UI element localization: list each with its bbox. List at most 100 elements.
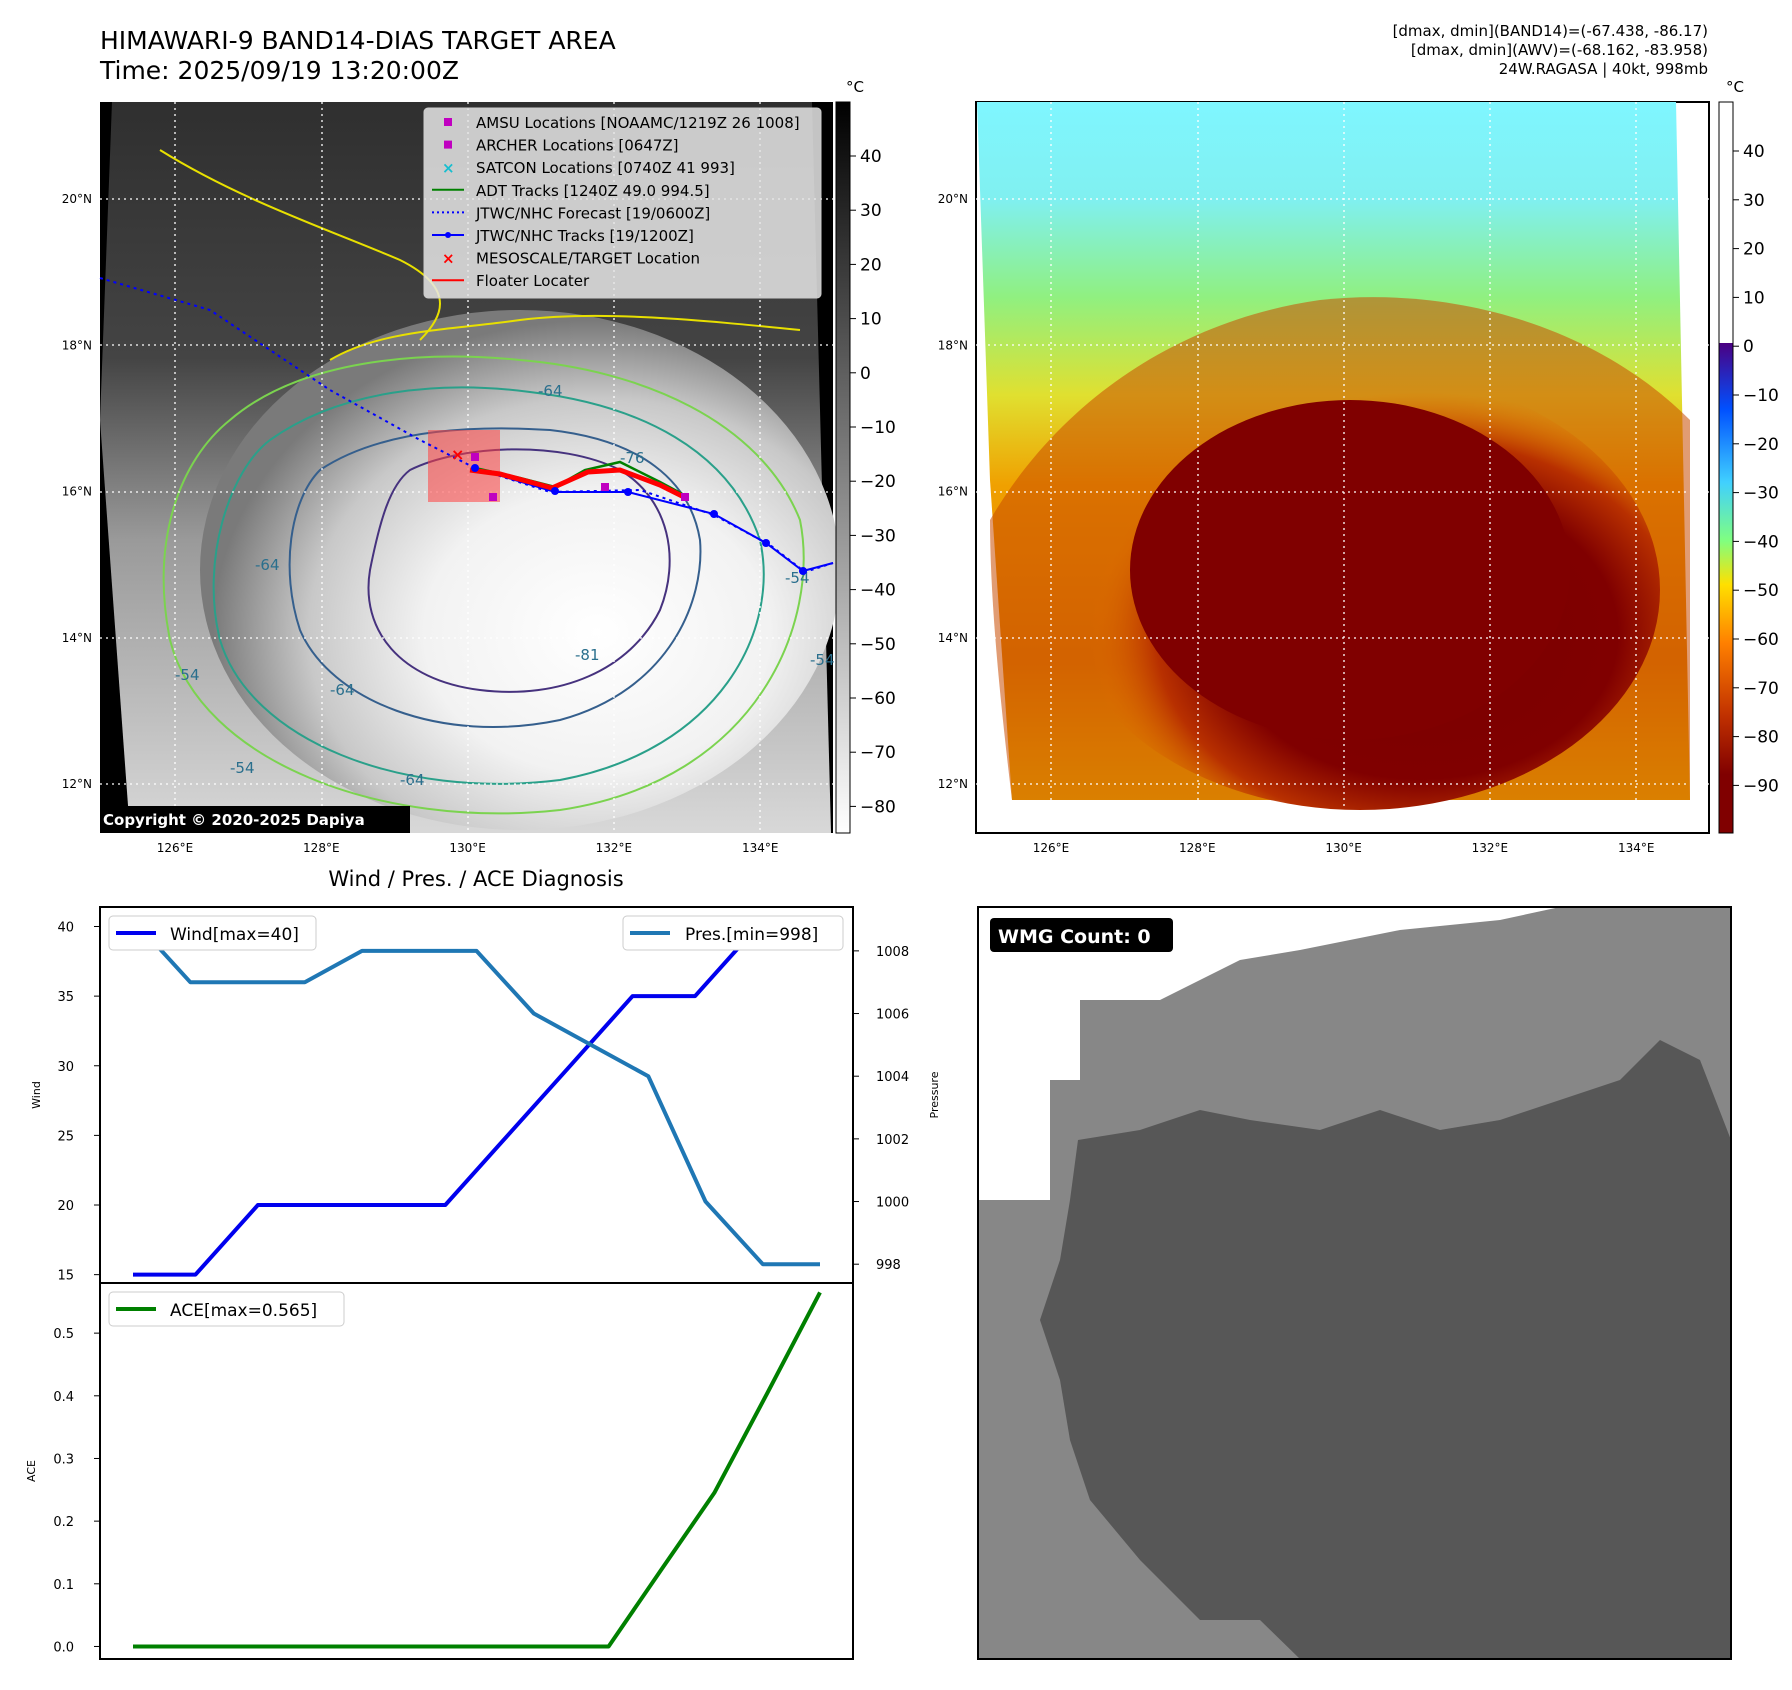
- contour-label: -64: [255, 556, 280, 574]
- ir-colorbar-ticks: 40 30 20 10 0 −10 −20 −30 −40 −50 −60 −70 −80: [850, 147, 896, 817]
- contour-label: -54: [175, 666, 200, 684]
- ir-contour-yellow-2: [329, 314, 801, 361]
- awv-colorbar-unit: °C: [1726, 78, 1744, 96]
- lon-label: 126°E: [157, 841, 194, 855]
- copyright-band: [100, 806, 410, 833]
- cbar-tick-label: −90: [1743, 776, 1779, 796]
- ir-contour-76: [288, 427, 702, 728]
- lat-label: 16°N: [938, 485, 968, 499]
- target-area-box: [428, 430, 500, 502]
- cbar-tick-label: −60: [1743, 630, 1779, 650]
- pressure-legend-label: Pres.[min=998]: [685, 925, 818, 945]
- wmg-count-label: WMG Count: 0: [998, 926, 1151, 948]
- ace-ticks: 0.0 0.1 0.2 0.3 0.4 0.5: [53, 1327, 100, 1655]
- lat-label: 20°N: [62, 192, 92, 206]
- tick-label: 20: [57, 1199, 74, 1214]
- lat-label: 12°N: [62, 777, 92, 791]
- legend-label: JTWC/NHC Forecast [19/0600Z]: [475, 204, 710, 222]
- pressure-axis-label: Pressure: [928, 1071, 941, 1118]
- page-title: HIMAWARI-9 BAND14-DIAS TARGET AREA Time:…: [100, 26, 616, 86]
- cbar-tick-label: 30: [860, 201, 882, 221]
- info-line-1: [dmax, dmin](BAND14)=(-67.438, -86.17): [1392, 22, 1708, 40]
- legend-marker-dot: [445, 232, 451, 238]
- info-line-3: 24W.RAGASA | 40kt, 998mb: [1498, 60, 1708, 78]
- diagnosis-panel: Wind / Pres. / ACE Diagnosis Wind Pressu…: [25, 867, 941, 1660]
- tick-label: 0.3: [53, 1452, 74, 1467]
- diagnosis-title: Wind / Pres. / ACE Diagnosis: [328, 867, 623, 891]
- legend-item: JTWC/NHC Tracks [19/1200Z]: [432, 227, 694, 245]
- lon-label: 130°E: [449, 841, 486, 855]
- cbar-tick-label: −50: [860, 635, 896, 655]
- title-line-1: HIMAWARI-9 BAND14-DIAS TARGET AREA: [100, 26, 616, 55]
- ir-colorbar: [835, 101, 851, 834]
- ace-legend-label: ACE[max=0.565]: [170, 1301, 317, 1321]
- storm-info: [dmax, dmin](BAND14)=(-67.438, -86.17) […: [1393, 22, 1708, 79]
- ir-storm-cloud: [200, 310, 840, 830]
- lon-label: 134°E: [742, 841, 779, 855]
- cbar-tick-label: −20: [1743, 435, 1779, 455]
- lat-label: 14°N: [938, 631, 968, 645]
- cbar-tick-label: 10: [860, 310, 882, 330]
- contour-label: -64: [538, 382, 563, 400]
- tick-label: 1004: [876, 1070, 909, 1085]
- track-points: [471, 464, 807, 575]
- tick-label: 1008: [876, 945, 909, 960]
- ir-contour-64: [212, 386, 765, 785]
- cbar-tick-label: −80: [860, 797, 896, 817]
- lon-label: 132°E: [1472, 841, 1509, 855]
- ace-axes: [99, 1282, 854, 1660]
- lat-label: 18°N: [62, 338, 92, 352]
- awv-lat-labels: 20°N 18°N 16°N 14°N 12°N: [938, 192, 968, 791]
- legend-label: SATCON Locations [0740Z 41 993]: [476, 159, 735, 177]
- ir-contour-labels: -64 -76 -64 -81 -54 -64 -54 -54 -64 -54: [175, 382, 835, 789]
- lat-label: 20°N: [938, 192, 968, 206]
- legend-marker: ×: [442, 250, 455, 268]
- wind-ticks: 15 20 25 30 35 40: [57, 920, 100, 1284]
- ir-lon-labels: 126°E 128°E 130°E 132°E 134°E: [157, 841, 779, 855]
- lat-label: 18°N: [938, 338, 968, 352]
- cbar-tick-label: 40: [1743, 142, 1765, 162]
- awv-dry-core: [1130, 400, 1570, 740]
- lon-label: 128°E: [1179, 841, 1216, 855]
- cbar-tick-label: −70: [860, 743, 896, 763]
- legend-label: Floater Locater: [476, 272, 590, 290]
- ir-contour-81: [367, 448, 671, 693]
- tick-label: 40: [57, 920, 74, 935]
- cbar-tick-label: −30: [1743, 484, 1779, 504]
- legend-marker: [444, 140, 452, 149]
- amsu-archer-markers: [471, 453, 689, 501]
- tick-label: 15: [57, 1269, 74, 1284]
- tick-label: 0.2: [53, 1515, 74, 1530]
- cbar-tick-label: 30: [1743, 191, 1765, 211]
- lat-label: 14°N: [62, 631, 92, 645]
- wind-legend-label: Wind[max=40]: [170, 925, 299, 945]
- tick-label: 25: [57, 1129, 74, 1144]
- copyright-text: Copyright © 2020-2025 Dapiya: [103, 811, 365, 829]
- tick-label: 35: [57, 990, 74, 1005]
- tick-label: 0.0: [53, 1640, 74, 1655]
- wind-pressure-axes: [99, 906, 854, 1284]
- cbar-tick-label: −70: [1743, 679, 1779, 699]
- cbar-tick-label: −10: [860, 418, 896, 438]
- awv-colorbar-ticks: 40 30 20 10 0 −10 −20 −30 −40 −50 −60 −70 −80 −90: [1733, 142, 1779, 796]
- tick-label: 1006: [876, 1008, 909, 1023]
- tick-label: 0.4: [53, 1390, 74, 1405]
- ace-axis-label: ACE: [25, 1460, 38, 1482]
- wmg-inner-region: [1040, 1040, 1731, 1659]
- ir-lat-labels: 20°N 18°N 16°N 14°N 12°N: [62, 192, 92, 791]
- cbar-tick-label: −10: [1743, 386, 1779, 406]
- lon-label: 132°E: [596, 841, 633, 855]
- legend-item: AMSU Locations [NOAAMC/1219Z 26 1008]: [444, 114, 800, 132]
- wmg-count-badge: [990, 918, 1173, 952]
- awv-colorbar: [1718, 101, 1734, 834]
- floater-locater-track: [469, 467, 688, 501]
- mesoscale-target-marker: ×: [451, 445, 464, 464]
- ir-colorbar-unit: °C: [846, 78, 864, 96]
- tick-label: 1002: [876, 1133, 909, 1148]
- cbar-tick-label: 20: [860, 255, 882, 275]
- ace-series-line: [133, 1291, 822, 1649]
- ir-panel: -64 -76 -64 -81 -54 -64 -54 -54 -64 -54: [62, 78, 896, 855]
- lon-label: 130°E: [1325, 841, 1362, 855]
- cbar-tick-label: −30: [860, 526, 896, 546]
- cbar-tick-label: −60: [860, 689, 896, 709]
